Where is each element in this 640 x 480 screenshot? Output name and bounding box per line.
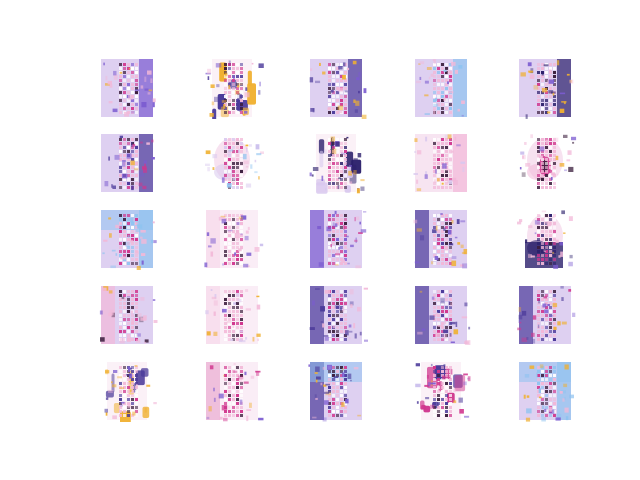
sample-tile bbox=[411, 284, 473, 346]
generated-sample-image bbox=[411, 360, 473, 422]
sample-tile bbox=[202, 208, 264, 270]
generated-sample-image bbox=[202, 132, 264, 194]
sample-tile bbox=[515, 284, 577, 346]
generated-sample-image bbox=[515, 57, 577, 119]
sample-tile bbox=[515, 132, 577, 194]
generated-sample-image bbox=[515, 360, 577, 422]
sample-tile bbox=[202, 57, 264, 119]
sample-tile bbox=[202, 132, 264, 194]
generated-sample-image bbox=[306, 57, 368, 119]
sample-tile bbox=[97, 132, 159, 194]
sample-tile bbox=[202, 360, 264, 422]
generated-sample-image bbox=[97, 208, 159, 270]
sample-tile bbox=[306, 360, 368, 422]
sample-tile bbox=[97, 208, 159, 270]
generated-sample-image bbox=[515, 208, 577, 270]
sample-tile bbox=[515, 208, 577, 270]
generated-sample-image bbox=[202, 208, 264, 270]
sample-tile bbox=[97, 57, 159, 119]
sample-tile bbox=[306, 57, 368, 119]
generated-sample-image bbox=[411, 208, 473, 270]
generated-sample-image bbox=[202, 57, 264, 119]
sample-tile bbox=[411, 360, 473, 422]
sample-tile bbox=[202, 284, 264, 346]
sample-tile bbox=[411, 208, 473, 270]
generated-sample-image bbox=[411, 132, 473, 194]
sample-tile bbox=[306, 132, 368, 194]
generated-sample-image bbox=[515, 132, 577, 194]
sample-tile bbox=[306, 208, 368, 270]
sample-tile bbox=[97, 284, 159, 346]
generated-sample-image bbox=[202, 284, 264, 346]
generated-sample-image bbox=[97, 57, 159, 119]
sample-tile bbox=[306, 284, 368, 346]
generated-sample-image bbox=[97, 132, 159, 194]
generated-sample-image bbox=[306, 208, 368, 270]
generated-sample-image bbox=[515, 284, 577, 346]
generated-sample-image bbox=[97, 360, 159, 422]
generated-sample-image bbox=[306, 132, 368, 194]
generated-sample-image bbox=[97, 284, 159, 346]
generated-sample-image bbox=[202, 360, 264, 422]
sample-tile bbox=[515, 360, 577, 422]
generated-sample-image bbox=[306, 284, 368, 346]
generated-sample-image bbox=[411, 284, 473, 346]
sample-tile bbox=[411, 132, 473, 194]
sample-tile bbox=[97, 360, 159, 422]
sample-tile bbox=[411, 57, 473, 119]
sample-tile bbox=[515, 57, 577, 119]
generated-sample-image bbox=[306, 360, 368, 422]
generated-sample-image bbox=[411, 57, 473, 119]
